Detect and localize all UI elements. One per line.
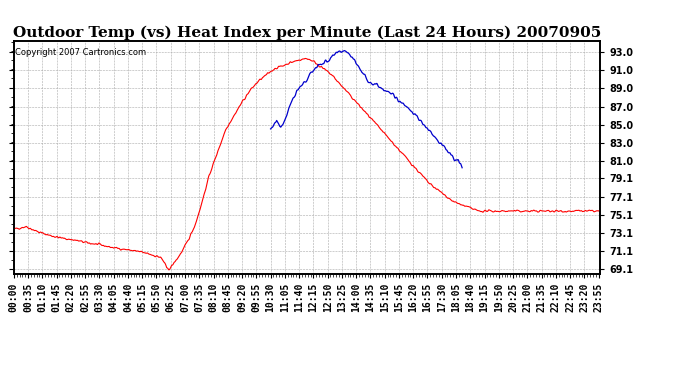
Text: Copyright 2007 Cartronics.com: Copyright 2007 Cartronics.com	[15, 48, 146, 57]
Title: Outdoor Temp (vs) Heat Index per Minute (Last 24 Hours) 20070905: Outdoor Temp (vs) Heat Index per Minute …	[13, 26, 601, 40]
